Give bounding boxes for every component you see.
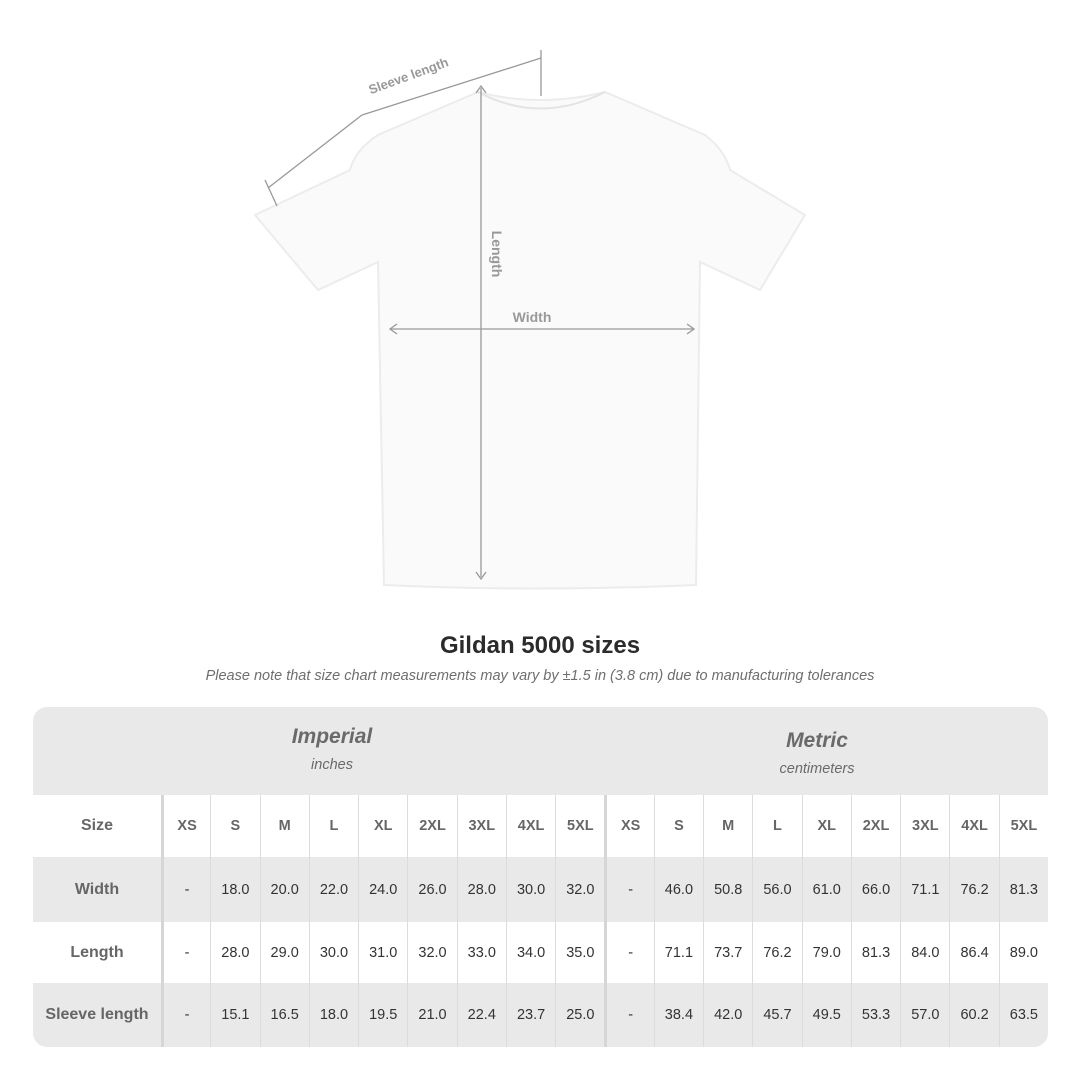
table-cell: 5XL — [555, 795, 604, 857]
table-cell: 35.0 — [555, 922, 604, 983]
metric-unit: centimeters — [779, 761, 855, 777]
table-cell: 76.2 — [949, 857, 998, 922]
table-cell: 34.0 — [505, 922, 555, 983]
table-cell: - — [604, 922, 653, 983]
table-cell: XL — [801, 795, 851, 857]
table-cell: 31.0 — [358, 922, 407, 983]
table-cell: 49.5 — [801, 983, 851, 1047]
table-cell: 20.0 — [259, 857, 309, 922]
table-cell: 32.0 — [555, 857, 604, 922]
table-cell: 45.7 — [752, 983, 801, 1047]
table-cell: 4XL — [505, 795, 555, 857]
table-cell: 28.0 — [456, 857, 506, 922]
table-cell: 24.0 — [358, 857, 407, 922]
width-label: Width — [513, 309, 552, 325]
table-cell: 4XL — [949, 795, 998, 857]
imperial-title: Imperial — [291, 725, 373, 748]
table-cell: 81.3 — [850, 922, 900, 983]
table-cell: - — [604, 857, 653, 922]
table-cell: 76.2 — [752, 922, 801, 983]
table-cell: 29.0 — [259, 922, 309, 983]
table-cell: - — [160, 983, 210, 1047]
table-cell: 71.1 — [900, 857, 949, 922]
table-cell: S — [210, 795, 259, 857]
table-cell: 5XL — [998, 795, 1048, 857]
table-cell: 50.8 — [703, 857, 752, 922]
row-label: Length — [70, 943, 124, 961]
tshirt-diagram: Sleeve length Length Width — [253, 50, 807, 590]
table-cell: 25.0 — [555, 983, 604, 1047]
header-row: Size XS S M L XL 2XL 3XL 4XL 5XL XS S M L XL 2XL 3XL 4XL 5… — [33, 795, 1048, 857]
table-cell: M — [259, 795, 309, 857]
table-cell: 3XL — [456, 795, 506, 857]
table-cell: 33.0 — [456, 922, 506, 983]
table-cell: 21.0 — [407, 983, 456, 1047]
table-cell: 18.0 — [210, 857, 259, 922]
page-title: Gildan 5000 sizes — [439, 632, 641, 659]
table-row-length: Length -28.0 29.0 30.0 31.0 32.0 33.0 34.0 35.0-… — [33, 922, 1048, 983]
table-cell: L — [752, 795, 801, 857]
table-cell: XL — [358, 795, 407, 857]
size-table: Imperial inches Metric centimeters Size X… — [33, 707, 1048, 1047]
table-cell: 3XL — [900, 795, 949, 857]
tolerance-note: Please note that size chart measurements… — [205, 668, 875, 684]
row-label: Width — [74, 880, 120, 898]
table-row-sleeve-length: Sleeve length -15.1 16.5 18.0 19.5 21.0 22.4 23… — [33, 983, 1048, 1047]
table-cell: 19.5 — [358, 983, 407, 1047]
tshirt-image — [253, 90, 807, 590]
table-cell: 73.7 — [703, 922, 752, 983]
table-cell: 53.3 — [850, 983, 900, 1047]
table-cell: 63.5 — [998, 983, 1048, 1047]
row-label: Size — [80, 817, 113, 834]
table-cell: 66.0 — [850, 857, 900, 922]
table-cell: S — [653, 795, 703, 857]
table-cell: 32.0 — [407, 922, 456, 983]
table-cell: L — [308, 795, 358, 857]
table-cell: 26.0 — [407, 857, 456, 922]
metric-header: Metric centimeters — [617, 729, 1017, 777]
table-cell: 22.0 — [308, 857, 358, 922]
table-cell: 71.1 — [653, 922, 703, 983]
table-cell: 30.0 — [308, 922, 358, 983]
table-cell: 38.4 — [653, 983, 703, 1047]
table-cell: 56.0 — [752, 857, 801, 922]
table-cell: 28.0 — [210, 922, 259, 983]
table-row-width: Width -18.0 20.0 22.0 24.0 26.0 28.0 30.0 32.0-4… — [33, 857, 1048, 922]
table-cell: 84.0 — [900, 922, 949, 983]
table-cell: XS — [604, 795, 653, 857]
table-cell: 79.0 — [801, 922, 851, 983]
table-cell: 23.7 — [505, 983, 555, 1047]
table-cell: 57.0 — [900, 983, 949, 1047]
table-cell: 42.0 — [703, 983, 752, 1047]
table-cell: 22.4 — [456, 983, 506, 1047]
table-cell: XS — [160, 795, 210, 857]
table-cell: 18.0 — [308, 983, 358, 1047]
table-cell: 30.0 — [505, 857, 555, 922]
table-cell: - — [160, 857, 210, 922]
table-cell: 61.0 — [801, 857, 851, 922]
table-cell: - — [160, 922, 210, 983]
table-cell: - — [604, 983, 653, 1047]
table-cell: 16.5 — [259, 983, 309, 1047]
imperial-header: Imperial inches — [132, 725, 532, 773]
table-cell: M — [703, 795, 752, 857]
table-cell: 89.0 — [998, 922, 1048, 983]
metric-title: Metric — [786, 729, 848, 752]
table-cell: 81.3 — [998, 857, 1048, 922]
table-cell: 86.4 — [949, 922, 998, 983]
table-cell: 60.2 — [949, 983, 998, 1047]
table-cell: 2XL — [850, 795, 900, 857]
table-cell: 15.1 — [210, 983, 259, 1047]
table-cell: 2XL — [407, 795, 456, 857]
length-label: Length — [489, 231, 505, 278]
imperial-unit: inches — [311, 757, 353, 773]
row-label: Sleeve length — [45, 1006, 149, 1023]
table-cell: 46.0 — [653, 857, 703, 922]
